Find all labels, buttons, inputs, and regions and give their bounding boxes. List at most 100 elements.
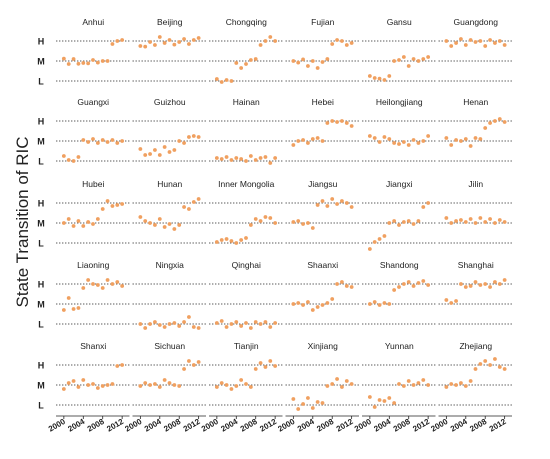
data-point bbox=[61, 221, 66, 225]
data-point bbox=[291, 143, 296, 147]
data-point bbox=[301, 57, 305, 62]
data-point bbox=[488, 121, 492, 125]
data-point bbox=[244, 62, 248, 66]
data-point bbox=[71, 224, 76, 228]
x-tick-label: 2000 bbox=[353, 417, 373, 434]
data-point bbox=[320, 139, 325, 143]
data-point bbox=[229, 79, 234, 83]
data-point bbox=[493, 41, 497, 45]
data-point bbox=[191, 363, 196, 367]
data-point bbox=[196, 135, 201, 139]
data-point bbox=[248, 385, 253, 389]
data-point bbox=[401, 55, 406, 59]
data-point bbox=[153, 382, 157, 386]
data-point bbox=[468, 379, 473, 383]
data-point bbox=[411, 57, 416, 61]
data-point bbox=[444, 385, 449, 389]
data-point bbox=[335, 282, 339, 286]
data-point bbox=[100, 138, 105, 142]
data-point bbox=[493, 357, 497, 361]
data-point bbox=[120, 202, 125, 206]
data-point bbox=[444, 39, 449, 43]
data-point bbox=[344, 284, 349, 288]
data-point bbox=[325, 384, 330, 388]
y-axis-label: State Transition of RIC bbox=[13, 136, 32, 307]
data-point bbox=[234, 241, 239, 245]
data-point bbox=[81, 138, 86, 142]
data-point bbox=[473, 40, 478, 44]
data-point bbox=[95, 217, 100, 221]
data-point bbox=[502, 278, 507, 282]
data-point bbox=[191, 38, 196, 42]
data-point bbox=[177, 40, 182, 44]
x-tick-label: 2008 bbox=[392, 417, 412, 434]
data-point bbox=[483, 126, 488, 130]
data-point bbox=[406, 280, 411, 284]
data-point bbox=[91, 58, 95, 62]
data-point bbox=[497, 282, 502, 286]
data-point bbox=[105, 199, 110, 203]
data-point bbox=[488, 38, 492, 42]
data-point bbox=[148, 383, 152, 387]
data-point bbox=[344, 43, 349, 47]
data-point bbox=[421, 139, 426, 143]
data-point bbox=[244, 382, 248, 386]
y-level-label: H bbox=[38, 361, 45, 371]
data-point bbox=[162, 225, 167, 229]
y-level-label: M bbox=[37, 381, 45, 391]
data-point bbox=[115, 141, 120, 145]
data-point bbox=[244, 159, 248, 163]
data-point bbox=[349, 382, 354, 386]
data-point bbox=[382, 135, 387, 139]
data-point bbox=[497, 117, 502, 121]
data-point bbox=[340, 119, 344, 123]
data-point bbox=[463, 43, 468, 47]
data-point bbox=[463, 384, 468, 388]
x-tick-label: 2000 bbox=[200, 417, 220, 434]
data-point bbox=[406, 379, 411, 383]
data-point bbox=[105, 383, 110, 387]
data-point bbox=[497, 39, 502, 43]
data-point bbox=[219, 238, 224, 242]
data-point bbox=[196, 360, 201, 364]
data-point bbox=[411, 222, 416, 226]
data-point bbox=[91, 382, 95, 386]
data-point bbox=[143, 44, 148, 49]
data-point bbox=[449, 44, 454, 48]
data-point bbox=[239, 378, 244, 382]
data-point bbox=[426, 383, 431, 387]
data-point bbox=[291, 397, 296, 401]
data-point bbox=[263, 320, 268, 324]
data-point bbox=[191, 200, 196, 204]
data-point bbox=[344, 379, 349, 383]
data-point bbox=[224, 237, 229, 241]
data-point bbox=[459, 282, 463, 286]
panel-title: Shanghai bbox=[458, 260, 494, 270]
data-point bbox=[325, 301, 330, 305]
data-point bbox=[105, 278, 110, 282]
data-point bbox=[320, 401, 325, 405]
data-point bbox=[426, 201, 431, 205]
data-point bbox=[138, 322, 143, 326]
data-point bbox=[296, 219, 301, 223]
data-point bbox=[157, 153, 162, 157]
data-point bbox=[110, 382, 115, 386]
data-point bbox=[153, 320, 157, 324]
data-point bbox=[100, 207, 105, 211]
data-point bbox=[315, 203, 320, 207]
data-point bbox=[177, 384, 182, 388]
data-point bbox=[239, 324, 244, 328]
data-point bbox=[167, 381, 172, 385]
data-point bbox=[488, 217, 492, 221]
data-point bbox=[392, 59, 397, 63]
x-tick-label: 2008 bbox=[162, 417, 182, 434]
data-point bbox=[191, 134, 196, 138]
data-point bbox=[244, 236, 248, 240]
x-tick-label: 2000 bbox=[429, 417, 449, 434]
y-level-label: M bbox=[37, 300, 45, 310]
data-point bbox=[463, 137, 468, 141]
data-point bbox=[214, 321, 219, 325]
data-point bbox=[473, 221, 478, 225]
y-level-label: L bbox=[38, 401, 44, 411]
data-point bbox=[229, 387, 234, 391]
